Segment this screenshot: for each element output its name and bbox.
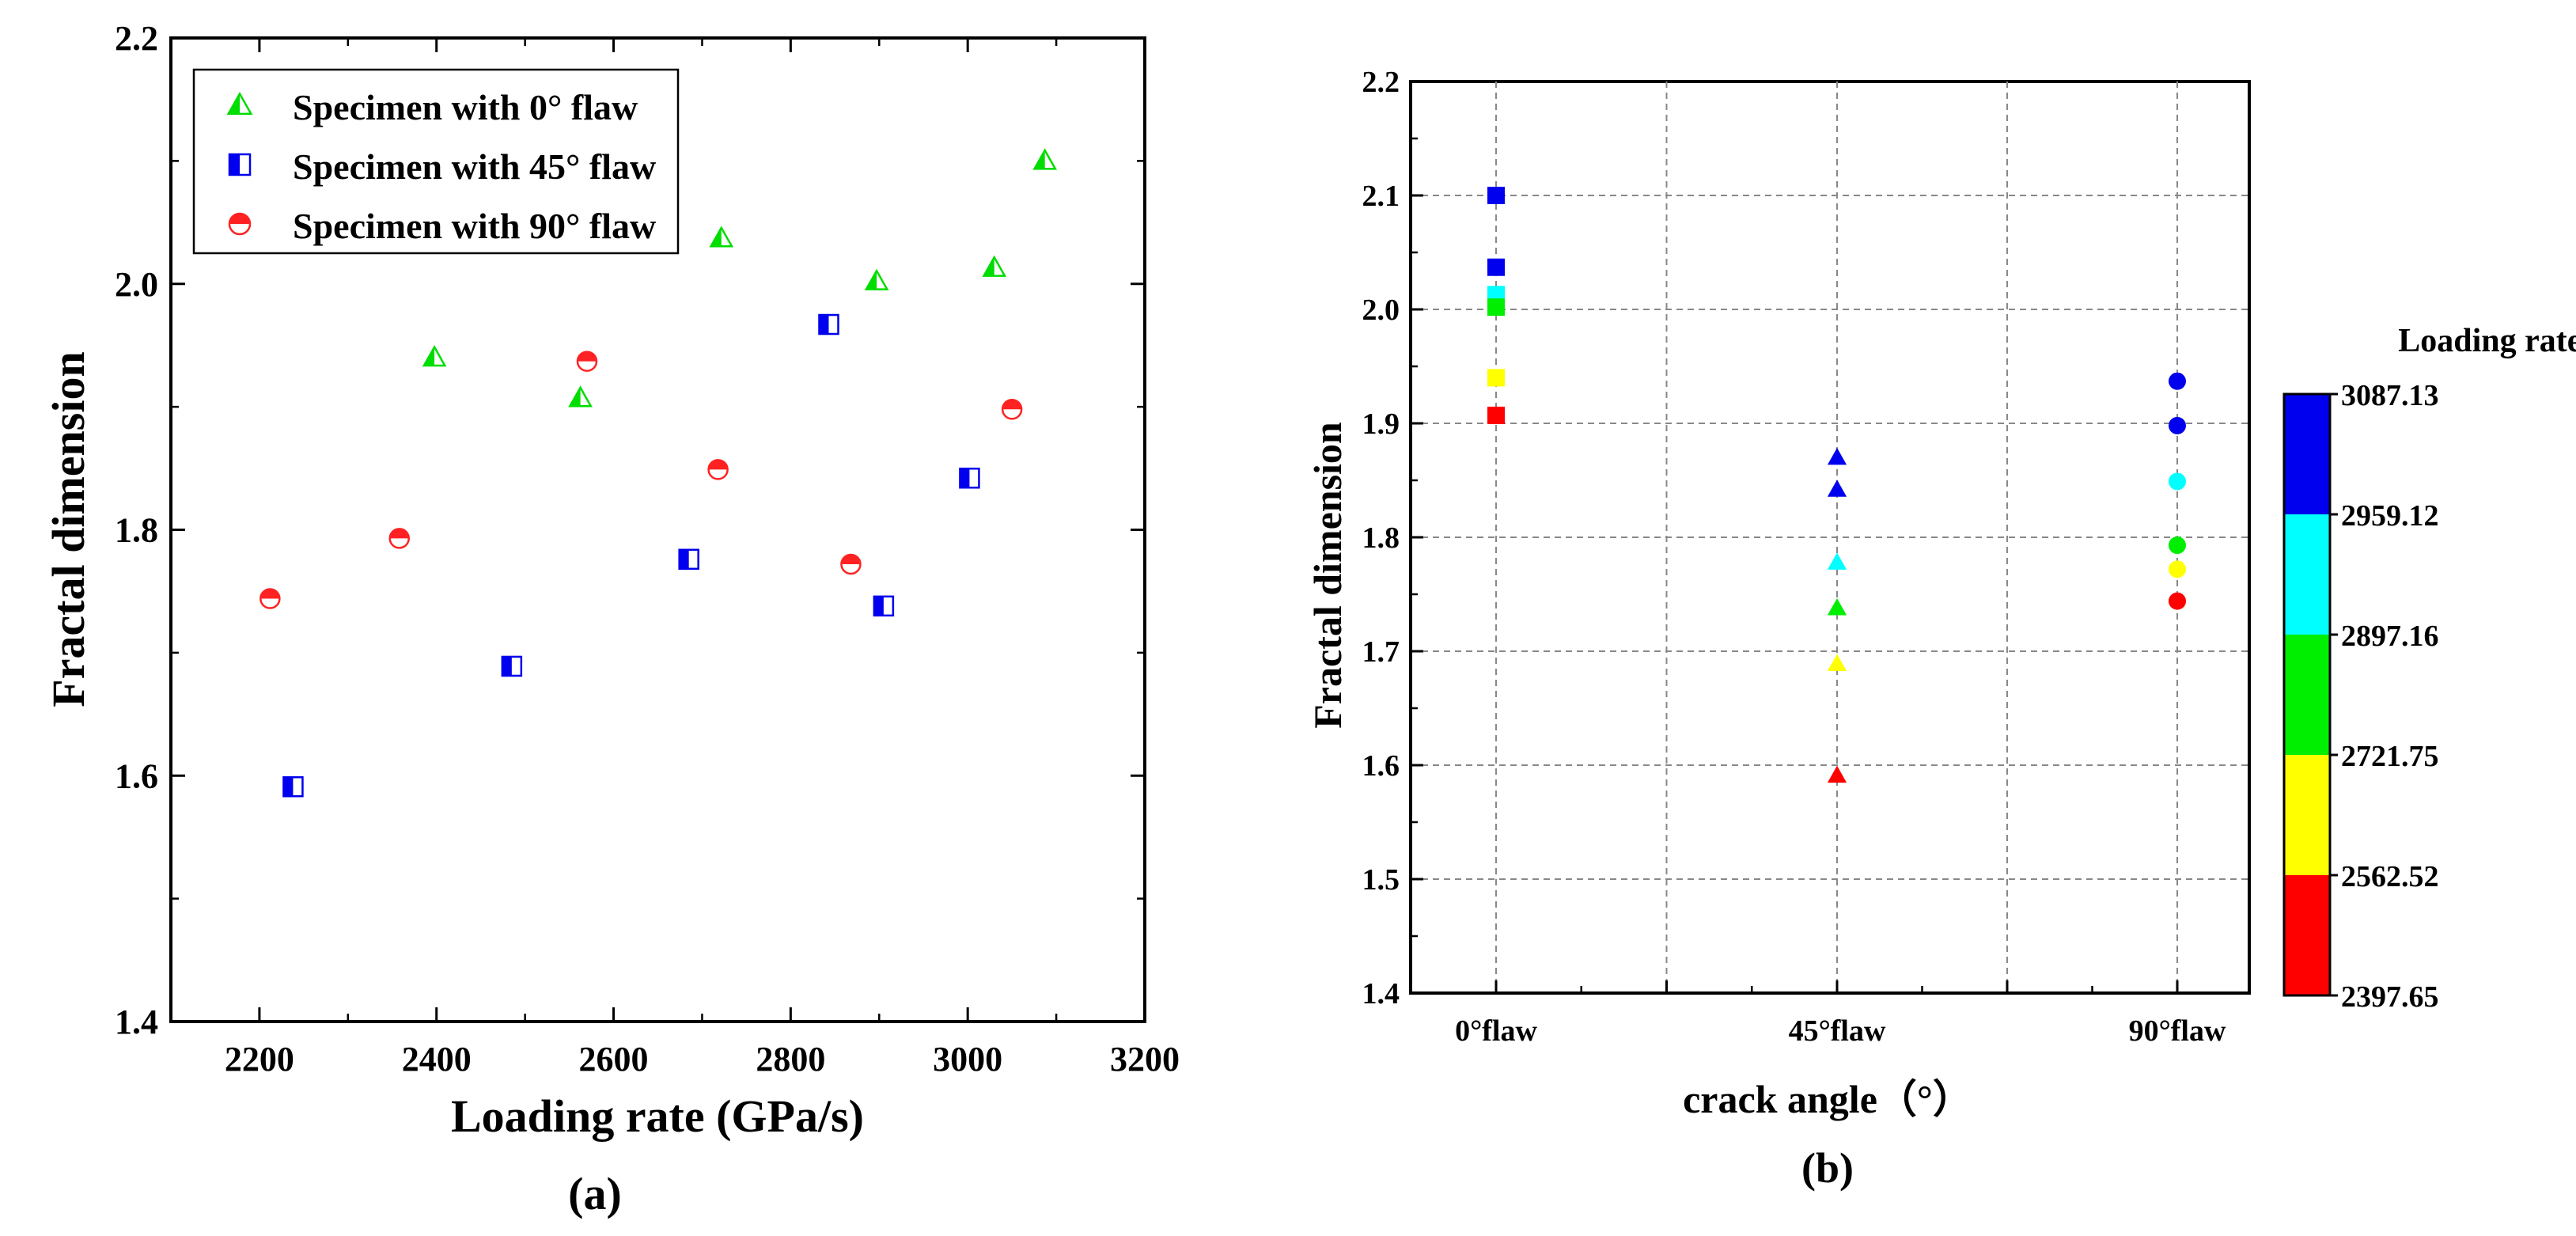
legend-marker-0: [226, 91, 253, 116]
panel-a-point-series0-4: [982, 255, 1007, 277]
panel-b-point-0-0: [1487, 187, 1505, 204]
panel-b-ytick-label: 1.5: [1362, 863, 1400, 897]
panel-a-ytick-label: 1.8: [115, 511, 158, 550]
panel-b-ytick-label: 2.0: [1362, 294, 1400, 327]
panel-a-point-series1-2: [678, 548, 699, 571]
panel-b-ytick-label: 2.2: [1362, 66, 1400, 99]
panel-a-xtick-label: 2400: [402, 1040, 472, 1079]
panel-a-point-series0-3: [864, 268, 889, 290]
panel-a-point-series2-5: [1001, 398, 1023, 420]
panel-b-point-1-4: [1827, 654, 1847, 672]
colorbar-segment: [2284, 635, 2330, 755]
panel-b-ytick-label: 1.8: [1362, 521, 1400, 555]
colorbar: Loading rate(GPa/s) 3087.13 2959.12 2897.1…: [2282, 323, 2576, 1014]
colorbar-frame: [2282, 392, 2332, 997]
legend-label-90-flaw: Specimen with 90° flaw: [293, 206, 656, 246]
panel-a-ytick-label: 2.2: [115, 19, 158, 58]
panel-b-ytick-label: 1.4: [1362, 977, 1400, 1010]
panel-a-label: (a): [568, 1168, 622, 1219]
panel-a-legend: Specimen with 0° flaw Specimen with 45° …: [192, 68, 680, 255]
panel-b-xlabel: crack angle（°）: [1683, 1077, 1972, 1121]
panel-a-point-series2-3: [707, 459, 729, 480]
panel-b-ytick-label: 1.7: [1362, 635, 1400, 669]
panel-b-ylabel: Fractal dimension: [1305, 422, 1350, 729]
panel-b-chart: 1.4 1.5 1.6 1.7 1.8 1.9 2.0 2.1 2.2 0°flaw 45°flaw…: [1305, 66, 2576, 1192]
colorbar-tick-label: 3087.13: [2341, 379, 2439, 412]
legend-marker-2: [228, 212, 252, 236]
colorbar-segment: [2284, 875, 2330, 995]
panel-b-ytick-label: 1.6: [1362, 749, 1400, 783]
panel-b-ytick-label: 2.1: [1362, 180, 1400, 213]
panel-a-point-series1-3: [818, 313, 839, 336]
panel-a-point-series0-0: [422, 345, 447, 367]
panel-b-point-1-2: [1827, 552, 1847, 570]
panel-b-point-2-1: [2169, 416, 2186, 434]
legend-label-45-flaw: Specimen with 45° flaw: [293, 146, 656, 187]
panel-a-xtick-label: 2200: [225, 1040, 294, 1079]
colorbar-segment: [2284, 514, 2330, 635]
colorbar-tick-label: 2959.12: [2341, 499, 2439, 533]
colorbar-tick-label: 2721.75: [2341, 740, 2439, 773]
panel-a-xtick-label: 2800: [756, 1040, 825, 1079]
panel-a-xlabel: Loading rate (GPa/s): [451, 1090, 864, 1142]
panel-a-point-series2-1: [388, 528, 410, 549]
panel-a-ytick-label: 1.4: [115, 1003, 158, 1041]
panel-a-point-series0-2: [709, 226, 734, 248]
panel-a-point-series0-5: [1032, 148, 1058, 170]
panel-a-point-series1-4: [873, 595, 895, 617]
legend-box: [192, 68, 680, 255]
colorbar-title: Loading rate(GPa/s): [2398, 323, 2576, 359]
panel-b-category-label: 0°flaw: [1455, 1014, 1537, 1048]
panel-b-label: (b): [1801, 1144, 1854, 1192]
panel-b-point-1-1: [1827, 480, 1847, 497]
panel-b-point-1-0: [1827, 447, 1847, 465]
panel-a-point-series2-4: [840, 553, 862, 575]
colorbar-tick-label: 2897.16: [2341, 620, 2439, 653]
panel-b-point-2-3: [2169, 536, 2186, 555]
panel-a-point-series0-1: [568, 385, 593, 408]
panel-b-ytick-label: 1.9: [1362, 408, 1400, 441]
panel-b-point-0-5: [1487, 406, 1505, 424]
panel-a-xtick-label: 3000: [933, 1040, 1002, 1079]
panel-a-point-series1-1: [501, 655, 523, 677]
panel-b-point-2-0: [2169, 372, 2186, 390]
panel-a-ylabel: Fractal dimension: [43, 351, 94, 707]
panel-b-point-2-4: [2169, 560, 2186, 578]
panel-a-chart: 2200 2400 2600 2800 3000 32001.41.61.82.02.2 …: [43, 19, 1180, 1219]
colorbar-tick-label: 2397.65: [2341, 980, 2439, 1014]
panel-a-xtick-label: 2600: [579, 1040, 649, 1079]
panel-b-point-2-2: [2169, 472, 2186, 491]
panel-b-category-label: 90°flaw: [2129, 1014, 2226, 1048]
panel-a-point-series1-5: [959, 467, 980, 489]
panel-b-point-1-5: [1827, 765, 1847, 783]
legend-label-0-flaw: Specimen with 0° flaw: [293, 87, 638, 127]
colorbar-tick-label: 2562.52: [2341, 860, 2439, 893]
panel-a-point-series1-0: [282, 775, 304, 798]
panel-b-point-0-1: [1487, 258, 1505, 276]
colorbar-segment: [2284, 394, 2330, 514]
panel-b-point-0-3: [1487, 298, 1505, 317]
panel-b-point-1-3: [1827, 598, 1847, 616]
panel-a-point-series2-0: [259, 588, 281, 609]
panel-a-ytick-label: 1.6: [115, 756, 158, 795]
panel-b-point-0-4: [1487, 369, 1505, 387]
panel-a-point-series2-2: [576, 351, 598, 372]
panel-a-ytick-label: 2.0: [115, 265, 158, 304]
legend-marker-1: [228, 153, 252, 176]
panel-b-category-label: 45°flaw: [1789, 1014, 1886, 1048]
panel-a-xtick-label: 3200: [1110, 1040, 1180, 1079]
colorbar-segment: [2284, 755, 2330, 875]
panel-b-point-2-5: [2169, 592, 2186, 610]
